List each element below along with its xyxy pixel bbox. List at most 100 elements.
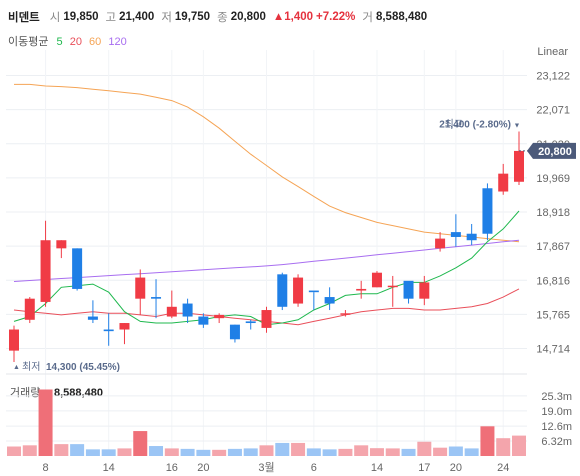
high-annotation-value: 21,400 (-2.80%) [439,119,511,130]
volume-bar [243,448,258,456]
volume-panel-value: 8,588,480 [54,387,103,399]
open-value: 19,850 [63,11,99,23]
ma5-legend: 5 [56,36,63,48]
candle-body [435,238,446,249]
volume-label: 거 [362,12,373,24]
candle-body [466,233,477,241]
ma60-legend: 60 [89,36,102,48]
candle-body [182,303,193,317]
volume-bar [212,449,227,456]
candle-body [87,316,98,320]
y-tick-label: 17,867 [536,241,570,253]
volume-bar [512,435,526,456]
volume-bar [22,445,37,456]
volume-bar [149,446,164,456]
candle-body [277,274,288,307]
candle-body [119,323,130,330]
candle-body [371,272,382,288]
price-header: 비덴트 시 19,850 고 21,400 저 19,750 종 20,800 … [8,8,434,26]
y-tick-label: 16,816 [536,275,570,287]
volume-panel-label: 거래량 [10,386,40,399]
candle-body [56,240,67,249]
candle-body [198,316,209,325]
volume-bar [322,449,337,456]
y-tick-label: 15,765 [536,309,570,321]
volume-bar [448,446,463,456]
volume-bar [117,448,132,456]
volume-bar [354,445,369,456]
candle-body [450,232,461,237]
volume-bar [480,426,495,456]
x-tick-label: 14 [371,462,383,474]
low-value: 19,750 [174,11,211,23]
high-value: 21,400 [119,11,155,23]
volume-bar [85,449,100,456]
volume-bar [291,442,306,456]
candle-body [72,248,83,289]
volume-bar [496,438,511,456]
close-value: 20,800 [230,11,266,23]
volume-bar [180,448,195,456]
candle-body [387,285,398,288]
volume-bar [417,441,432,456]
volume-bar [385,448,400,456]
volume-value: 8,588,480 [375,11,428,23]
volume-tick-label: 19.0m [541,406,572,418]
ma120-legend: 120 [108,36,127,48]
high-annotation-label: 최고 [445,118,463,130]
volume-bar [38,389,53,456]
low-label: 저 [161,12,172,24]
x-tick-label: 24 [497,462,509,474]
y-tick-label: 22,071 [536,105,570,117]
volume-bar [275,442,290,456]
volume-tick-label: 6.32m [541,436,572,448]
volume-bar [7,446,21,456]
y-tick-label: 18,918 [536,207,570,219]
open-label: 시 [49,12,61,24]
y-tick-label: 14,714 [536,344,570,356]
candle-body [103,329,114,332]
x-tick-label: 16 [166,462,178,474]
low-annotation-label: 최저 [22,361,40,373]
candle-body [151,297,162,299]
candle-body [214,314,225,319]
ma60-line [14,83,520,243]
candle-body [9,329,19,351]
last-price-tag [527,142,576,159]
volume-tick-label: 25.3m [541,391,572,403]
y-tick-label: 23,122 [536,71,570,83]
close-label: 종 [217,12,228,24]
candle-body [356,288,367,291]
volume-bar [70,444,85,456]
stock-name: 비덴트 [8,12,40,24]
candle-body [340,313,351,315]
change-value: ▲1,400 [272,11,314,23]
candle-body [24,298,35,320]
x-tick-label: 20 [450,462,462,474]
x-tick-label: 8 [43,462,49,474]
x-tick-label: 6 [311,462,317,474]
volume-bar [433,447,448,456]
x-tick-label: 20 [197,462,209,474]
volume-bar [369,448,384,456]
last-price-value: 20,800 [538,146,572,158]
volume-bar [54,444,69,456]
moving-average-legend[interactable]: 이동평균 5 20 60 120 [8,33,131,49]
candle-body [308,290,319,293]
x-tick-label: 14 [103,462,115,474]
volume-bar [133,431,148,456]
volume-tick-label: 12.6m [541,421,572,433]
candle-body [324,297,335,304]
volume-bar [164,448,179,456]
candle-body [498,173,509,192]
low-annotation-value: 14,300 (45.45%) [46,362,120,373]
moving-average-label: 이동평균 [8,36,49,48]
low-annotation-arrow: ▲ [13,364,20,371]
scale-label: Linear [537,46,568,58]
candle-body [403,280,414,299]
volume-bar [101,449,116,456]
candle-body [166,306,177,317]
change-percent: +7.22% [316,11,356,23]
y-tick-label: 19,969 [536,173,570,185]
